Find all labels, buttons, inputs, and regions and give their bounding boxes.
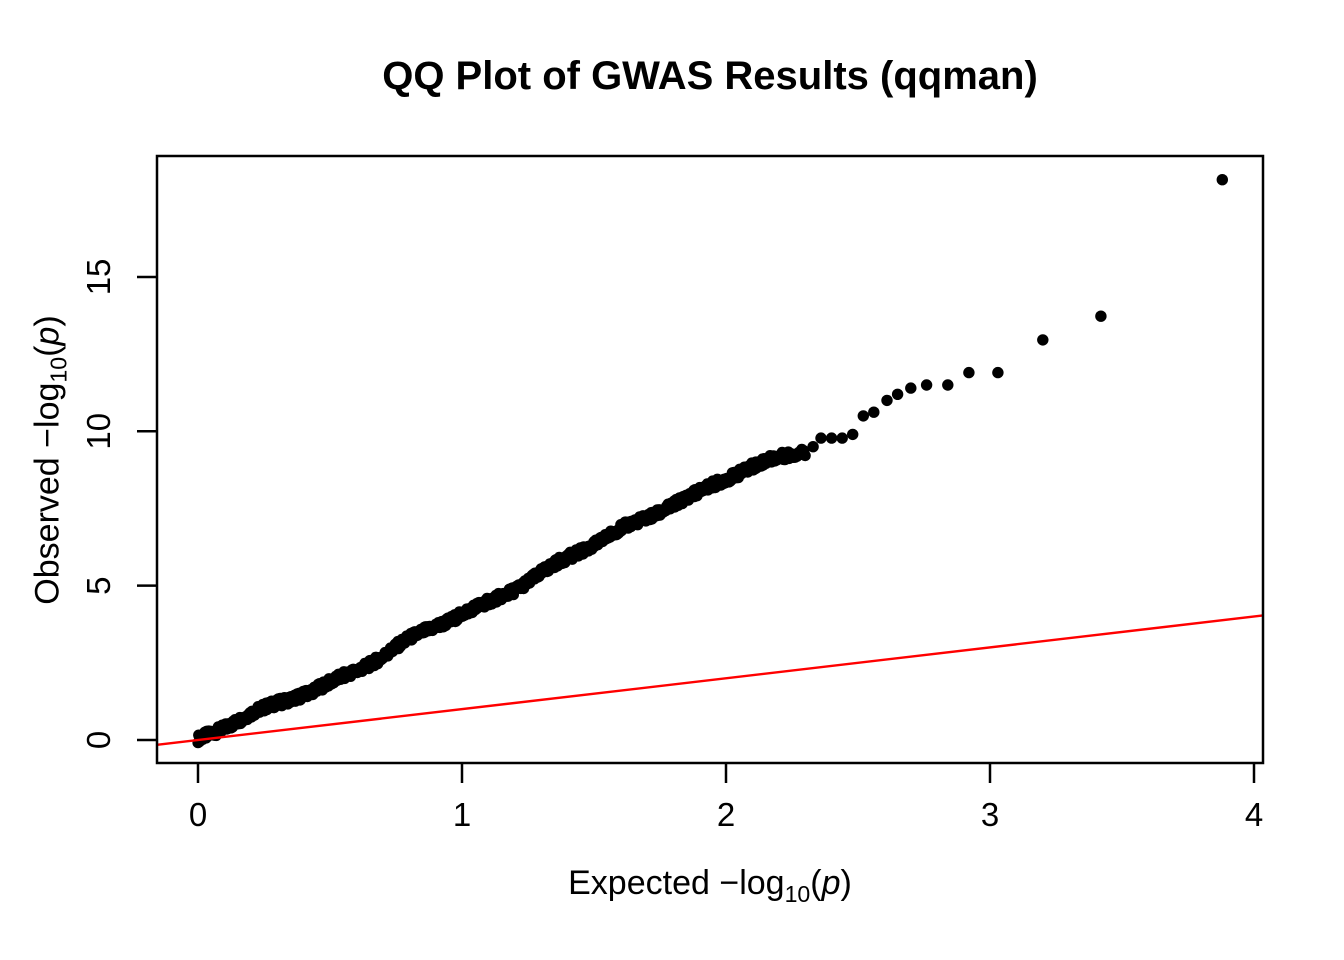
tail-point	[891, 388, 904, 400]
tail-point	[857, 410, 869, 422]
x-axis-tick-label: 0	[189, 796, 207, 833]
y-axis-label-variable: p	[28, 326, 67, 346]
tail-point	[881, 394, 893, 407]
tail-point	[963, 366, 975, 379]
x-axis-label-subscript: 10	[784, 880, 811, 907]
y-axis-label: Observed −log10(p)	[28, 315, 72, 605]
plot-box	[155, 154, 1265, 765]
x-axis-label-variable: p	[821, 864, 841, 902]
tail-point	[807, 441, 819, 453]
tail-point	[1037, 334, 1049, 346]
tail-point	[847, 428, 859, 441]
y-axis-label-text: Observed −log	[28, 382, 67, 605]
tail-point	[1216, 174, 1229, 186]
y-axis-tick-label: 0	[80, 731, 117, 749]
identity-reference-line	[156, 614, 1264, 746]
tail-point	[942, 379, 954, 391]
y-axis-tick-label: 15	[80, 259, 117, 296]
x-axis-label-text: Expected −log	[568, 864, 785, 902]
x-axis-tick-label: 4	[1245, 796, 1263, 833]
tail-point	[815, 432, 827, 444]
tail-point	[836, 432, 848, 444]
y-axis-tick-label: 10	[80, 413, 117, 450]
tail-point	[1095, 310, 1107, 322]
tail-point	[992, 366, 1004, 379]
y-axis-tick-label: 5	[80, 576, 117, 594]
chart-title: QQ Plot of GWAS Results (qqman)	[382, 54, 1038, 98]
x-axis-label: Expected −log10(p)	[568, 864, 852, 907]
tail-point	[920, 379, 933, 391]
x-axis-tick-label: 1	[453, 796, 471, 833]
y-axis-label-subscript: 10	[45, 356, 72, 383]
tail-point	[868, 406, 880, 418]
x-axis-tick-label: 2	[717, 796, 735, 833]
scatter-points	[192, 174, 1229, 749]
tail-point	[905, 382, 917, 394]
x-axis-tick-label: 3	[981, 796, 999, 833]
tail-point	[825, 432, 838, 444]
